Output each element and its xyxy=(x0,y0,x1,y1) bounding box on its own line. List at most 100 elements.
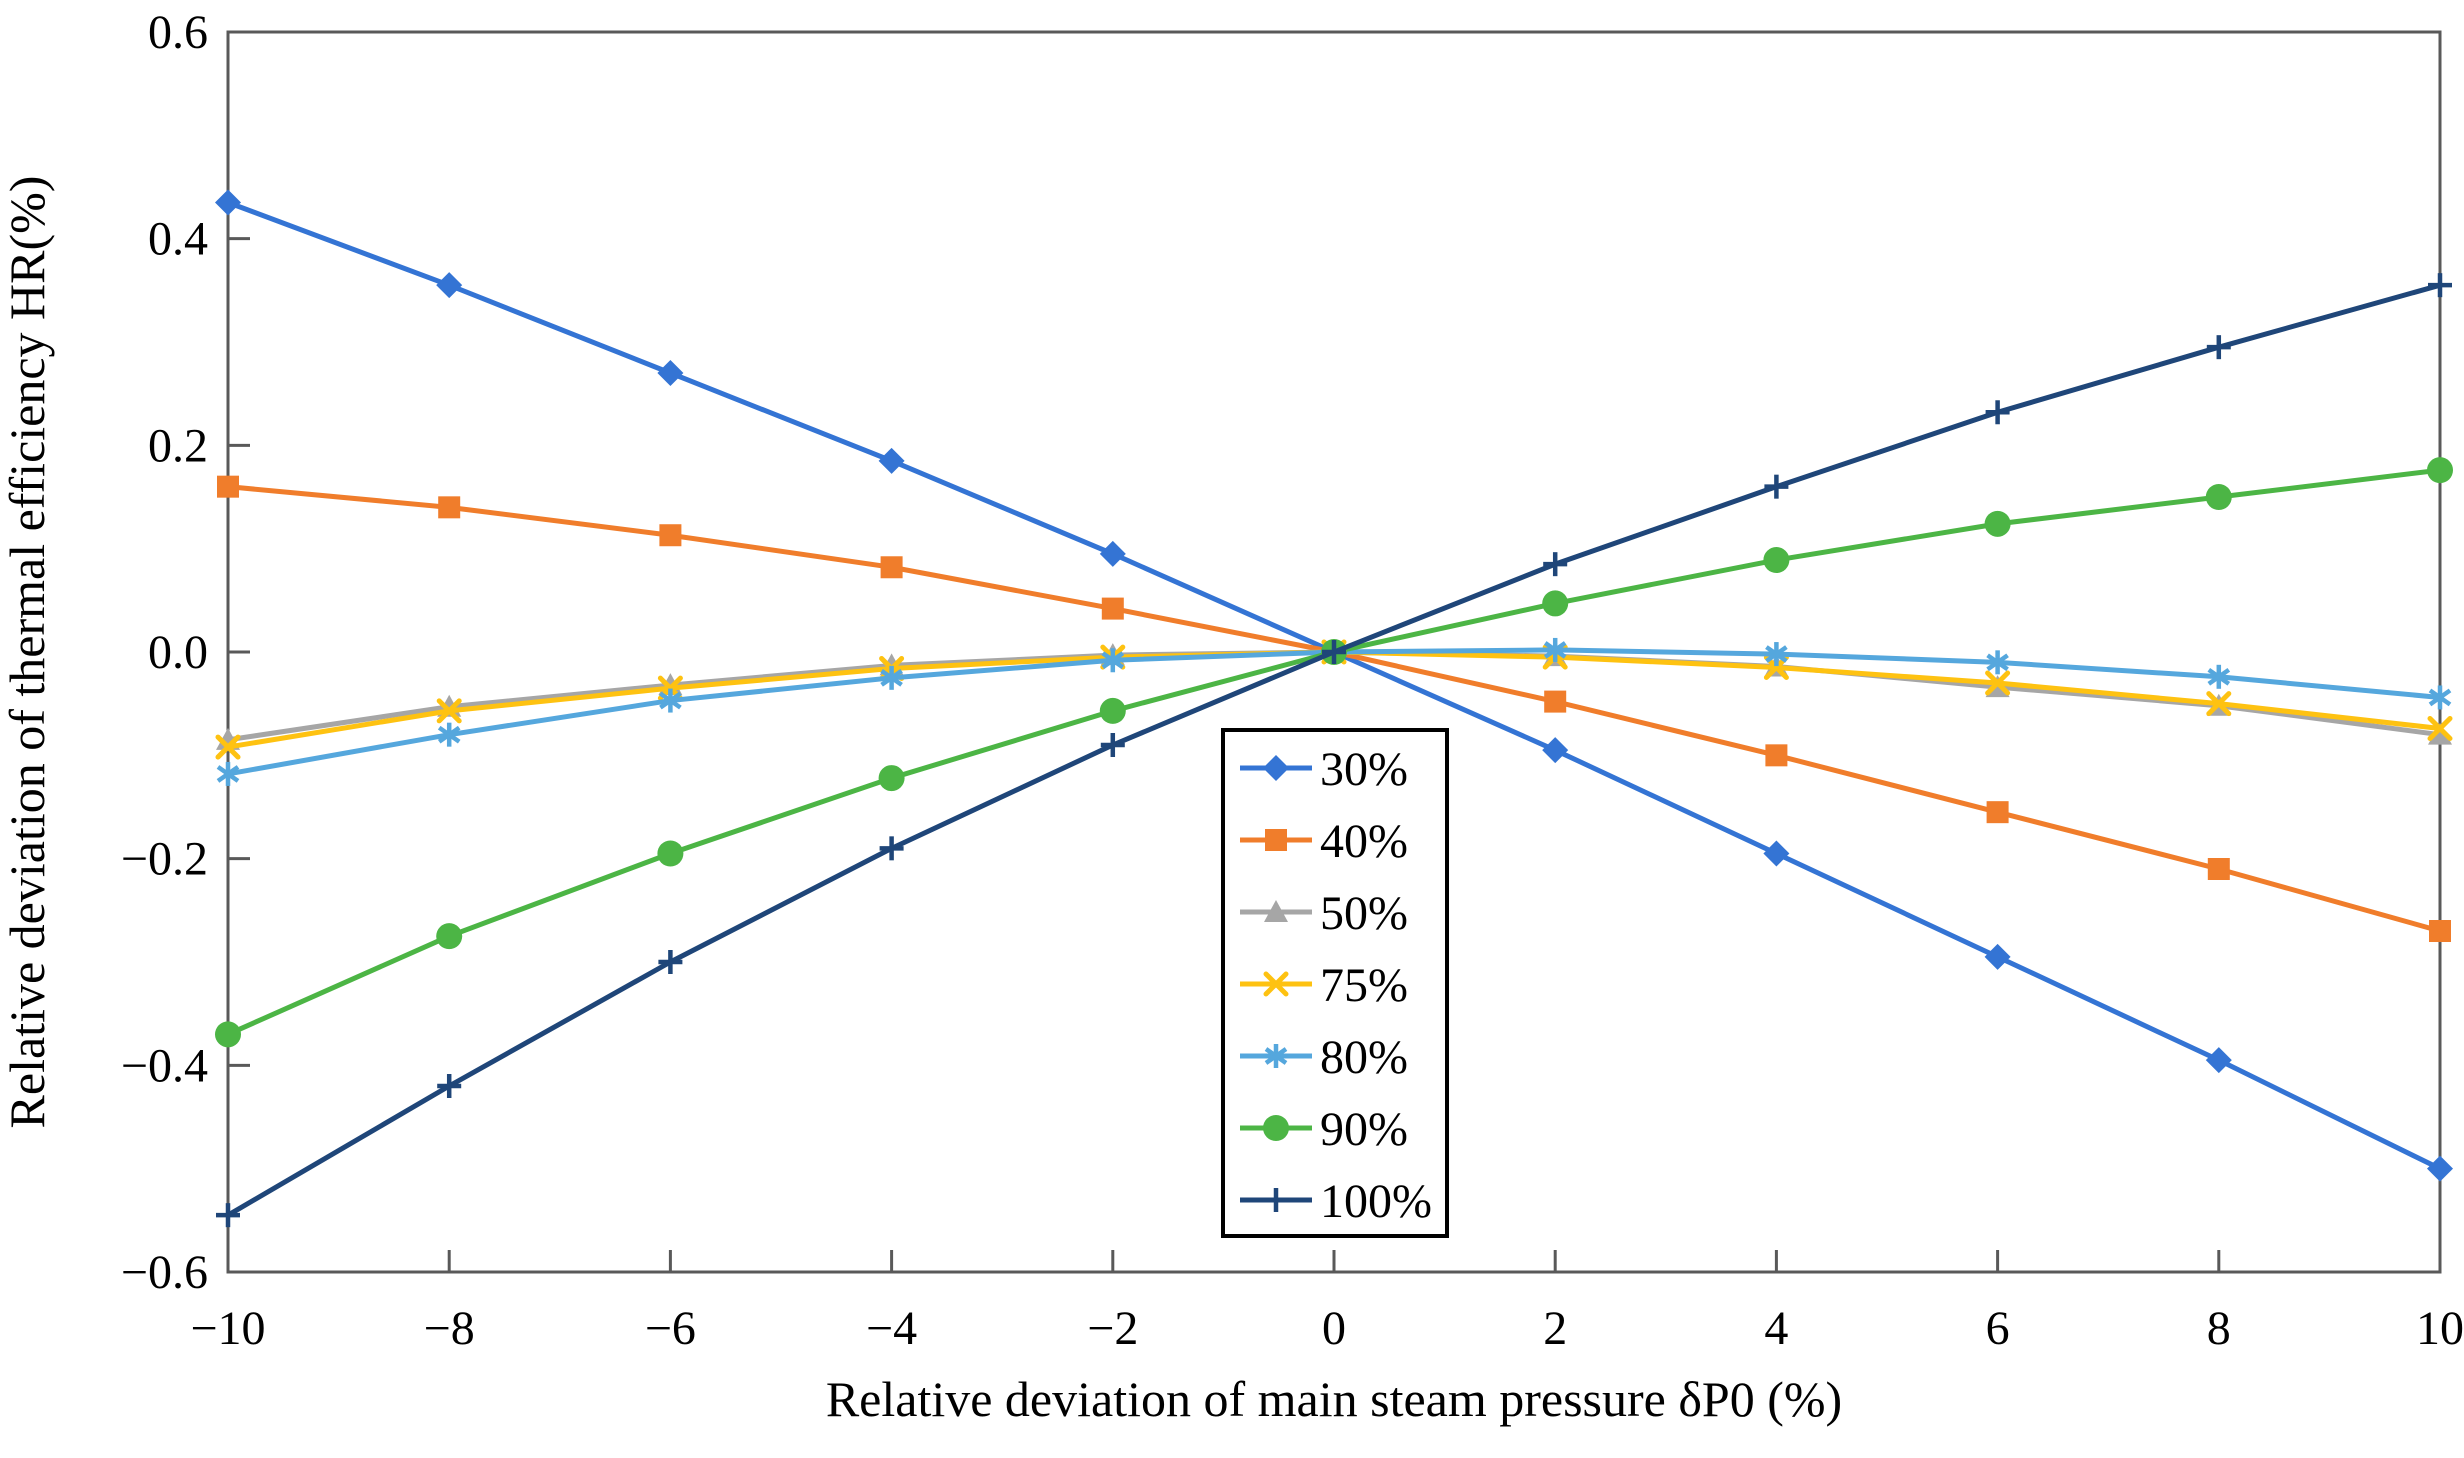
diamond-shape xyxy=(215,189,241,216)
triangle-marker xyxy=(2428,722,2452,745)
asterisk-marker xyxy=(216,761,240,786)
x-tick-label: 10 xyxy=(2416,1302,2464,1355)
plus-marker xyxy=(2206,335,2231,360)
circle-marker xyxy=(657,840,684,867)
x-tick-label: 2 xyxy=(1543,1302,1567,1355)
square-shape xyxy=(217,475,239,498)
diamond-shape xyxy=(878,447,905,474)
square-marker xyxy=(1986,801,2009,824)
y-tick-label: 0.4 xyxy=(148,213,208,266)
circle-marker xyxy=(215,1021,241,1048)
x-tick-label: 8 xyxy=(2207,1302,2231,1355)
circle-marker xyxy=(436,923,463,950)
asterisk-stroke xyxy=(659,691,682,710)
legend-label: 100% xyxy=(1320,1175,1432,1228)
asterisk-stroke xyxy=(1543,641,1567,659)
x-tick-label: 0 xyxy=(1322,1302,1346,1355)
x-stroke xyxy=(1985,670,2011,696)
series-100% xyxy=(216,273,2452,1228)
circle-marker xyxy=(878,765,905,792)
diamond-shape xyxy=(2205,1047,2232,1074)
diamond-marker xyxy=(1763,840,1790,867)
asterisk-marker xyxy=(659,688,682,713)
legend-entry-90%: 90% xyxy=(1240,1103,1408,1156)
diamond-marker xyxy=(2205,1047,2232,1074)
diamond-shape xyxy=(1099,540,1126,567)
circle-shape xyxy=(657,840,684,867)
diamond-marker xyxy=(436,272,463,299)
x-stroke xyxy=(2206,691,2232,717)
diamond-shape xyxy=(436,272,463,299)
circle-shape xyxy=(436,923,463,950)
legend-entry-100%: 100% xyxy=(1240,1175,1432,1228)
plus-marker xyxy=(437,1074,462,1098)
diamond-marker xyxy=(1542,737,1569,764)
asterisk-marker xyxy=(880,665,903,690)
legend-entry-30%: 30% xyxy=(1240,743,1408,796)
x-tick-label: 4 xyxy=(1764,1302,1788,1355)
y-tick-label: 0.2 xyxy=(148,419,208,472)
diamond-marker xyxy=(215,189,241,216)
diamond-marker xyxy=(1263,755,1289,781)
x-tick-label: −6 xyxy=(645,1302,696,1355)
square-marker xyxy=(659,524,682,547)
square-shape xyxy=(880,556,903,579)
diamond-shape xyxy=(1763,840,1790,867)
diamond-marker xyxy=(657,360,684,386)
asterisk-stroke xyxy=(1986,653,2009,672)
y-axis-title: Relative deviation of thermal efficiency… xyxy=(0,176,55,1129)
diamond-marker xyxy=(2427,1155,2453,1182)
asterisk-marker xyxy=(1765,642,1788,667)
triangle-marker xyxy=(1264,900,1288,922)
x-tick-label: −8 xyxy=(424,1302,475,1355)
x-marker xyxy=(215,734,241,760)
asterisk-stroke xyxy=(2428,688,2452,707)
circle-shape xyxy=(1542,590,1569,617)
x-marker xyxy=(1985,670,2011,696)
plus-marker xyxy=(658,950,683,974)
x-stroke xyxy=(436,698,462,724)
diamond-shape xyxy=(2427,1155,2453,1182)
legend-label: 90% xyxy=(1320,1103,1408,1156)
legend-label: 40% xyxy=(1320,815,1408,868)
asterisk-marker xyxy=(1101,648,1125,673)
square-shape xyxy=(1265,829,1287,851)
x-stroke xyxy=(2427,715,2453,741)
circle-shape xyxy=(1763,547,1790,574)
circle-marker xyxy=(2205,484,2232,510)
plus-marker xyxy=(2428,273,2452,298)
circle-shape xyxy=(215,1021,241,1048)
asterisk-stroke xyxy=(1765,645,1788,663)
legend: 30% 40% 50% 75% 80% 90% 100% xyxy=(1221,728,1449,1238)
square-marker xyxy=(217,475,239,498)
square-marker xyxy=(1544,690,1567,713)
x-stroke xyxy=(215,734,241,760)
diamond-marker xyxy=(1099,540,1126,567)
legend-label: 30% xyxy=(1320,743,1408,796)
series-lines xyxy=(215,189,2453,1228)
x-tick-label: −2 xyxy=(1087,1302,1138,1355)
square-shape xyxy=(438,496,461,519)
square-marker xyxy=(438,496,461,519)
square-shape xyxy=(659,524,682,547)
plus-marker xyxy=(879,836,904,861)
square-shape xyxy=(1986,801,2009,824)
x-marker xyxy=(2206,691,2232,717)
diamond-shape xyxy=(657,360,684,386)
asterisk-marker xyxy=(2428,685,2452,710)
square-marker xyxy=(2207,858,2230,880)
plus-marker xyxy=(216,1203,240,1228)
legend-entry-40%: 40% xyxy=(1240,815,1408,868)
circle-shape xyxy=(2205,484,2232,510)
x-axis-title: Relative deviation of main steam pressur… xyxy=(826,1371,1842,1427)
square-shape xyxy=(1101,597,1124,620)
y-tick-label: 0.6 xyxy=(148,6,208,59)
plus-marker xyxy=(1100,733,1125,757)
x-tick-label: −4 xyxy=(866,1302,917,1355)
square-shape xyxy=(1544,690,1567,713)
circle-marker xyxy=(1984,510,2011,537)
circle-marker xyxy=(1542,590,1569,617)
asterisk-stroke xyxy=(437,725,461,744)
diamond-marker xyxy=(878,447,905,474)
